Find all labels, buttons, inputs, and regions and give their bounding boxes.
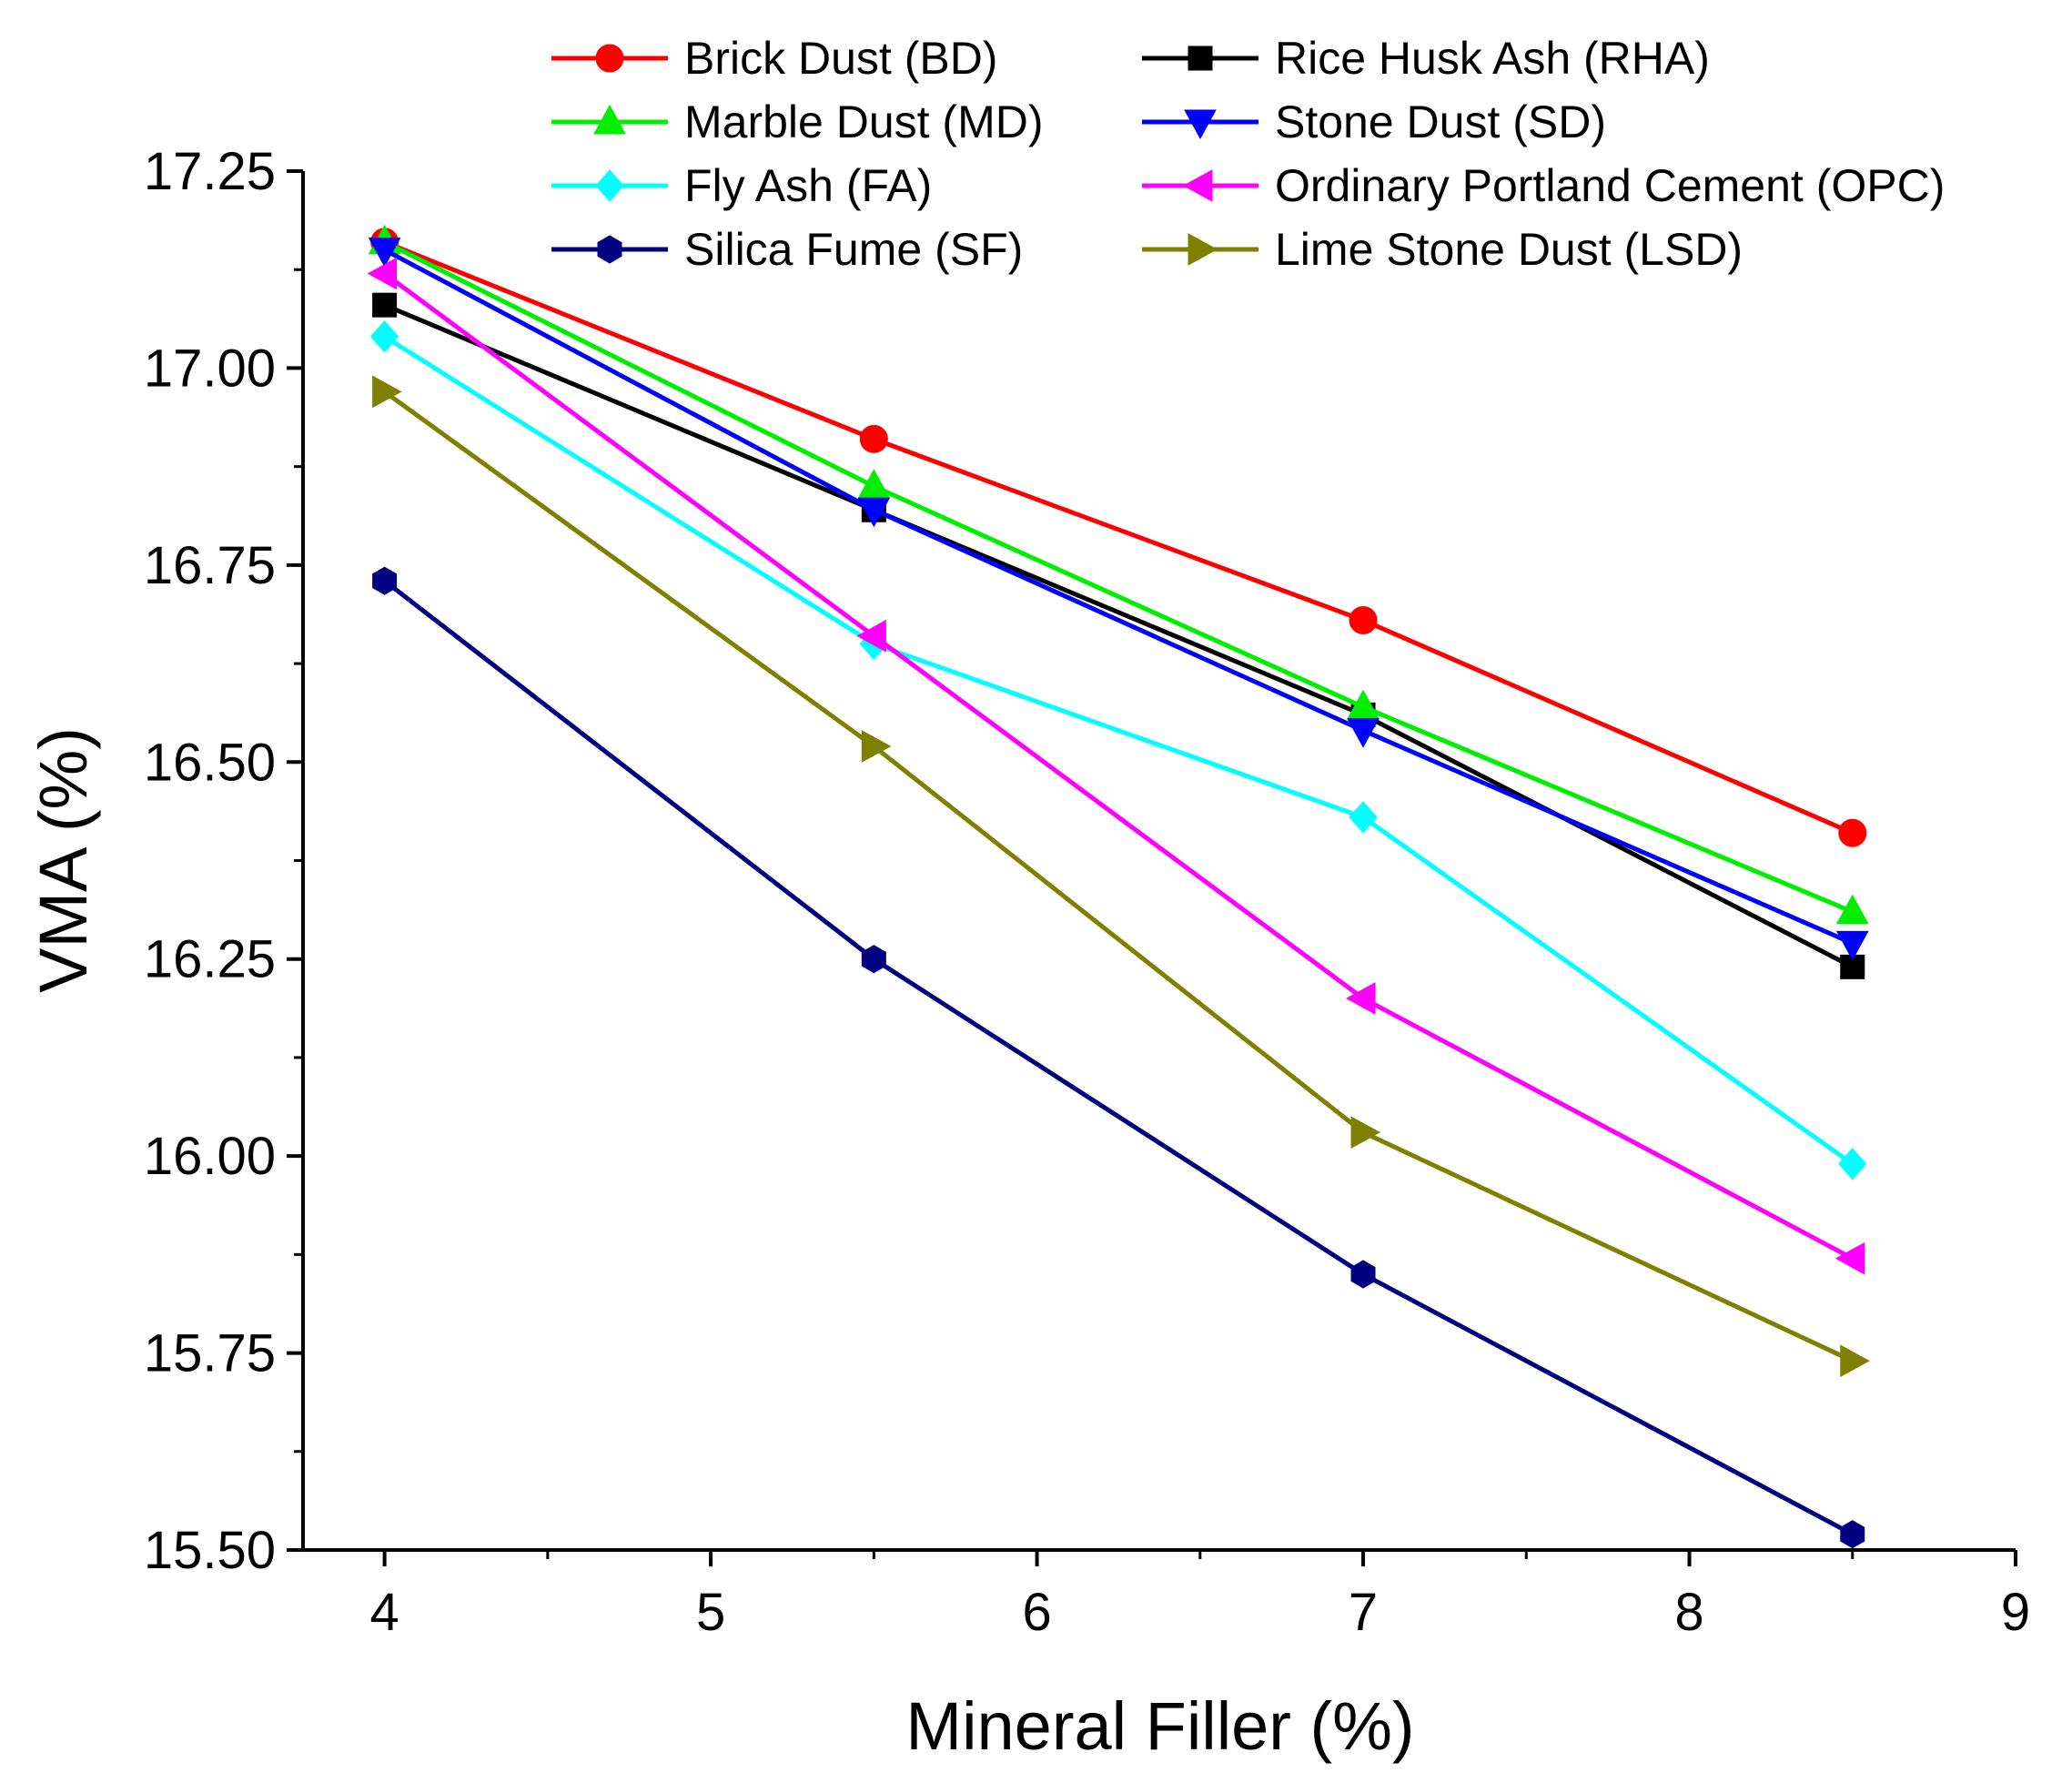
- legend-marker: [595, 169, 624, 202]
- series-line: [383, 239, 1854, 836]
- data-point: [1834, 1241, 1865, 1275]
- x-tick-label: 6: [1022, 1583, 1051, 1642]
- legend-label: Stone Dust (SD): [1275, 96, 1606, 147]
- legend-marker: [1182, 169, 1213, 202]
- x-axis-title: Mineral Filler (%): [905, 1688, 1414, 1764]
- y-axis-title: VMA (%): [25, 727, 101, 993]
- legend-item-fly-ash-fa: Fly Ash (FA): [551, 160, 932, 211]
- data-point: [861, 945, 886, 974]
- legend-item-silica-fume-sf: Silica Fume (SF): [551, 224, 1023, 275]
- series-line: [383, 334, 1855, 1166]
- data-point: [1835, 894, 1869, 925]
- x-tick-label: 8: [1674, 1583, 1703, 1642]
- y-tick-label: 15.75: [144, 1324, 276, 1383]
- y-tick-label: 17.25: [144, 142, 276, 201]
- data-point: [1349, 801, 1378, 834]
- x-ticks: 4 5 6 7 8 9: [369, 1550, 2030, 1642]
- y-tick-label: 15.50: [144, 1521, 276, 1580]
- series-brick-dust-bd: [370, 228, 1867, 847]
- series-lime-stone-dust-lsd: [372, 375, 1870, 1378]
- series-line: [383, 390, 1854, 1363]
- legend-label: Lime Stone Dust (LSD): [1275, 224, 1743, 275]
- legend: Brick Dust (BD) Rice Husk Ash (RHA) Marble…: [551, 33, 1945, 275]
- series-rice-husk-ash-rha: [372, 292, 1865, 979]
- legend-label: Fly Ash (FA): [684, 160, 932, 211]
- series-line: [383, 248, 1854, 946]
- legend-marker: [593, 104, 626, 135]
- y-ticks: 15.50 15.75 16.00 16.25 16.50 16.75 17.00 17.25: [144, 142, 303, 1580]
- series-line: [383, 579, 1854, 1536]
- x-tick-label: 4: [369, 1583, 399, 1642]
- data-point: [367, 257, 398, 290]
- data-point: [372, 292, 398, 318]
- legend-marker: [1188, 233, 1218, 266]
- legend-marker: [597, 235, 622, 264]
- data-point: [1350, 1116, 1381, 1150]
- data-point: [861, 730, 892, 763]
- legend-item-rice-husk-ash-rha: Rice Husk Ash (RHA): [1142, 33, 1710, 84]
- data-point: [372, 375, 402, 409]
- x-tick-label: 9: [2001, 1583, 2030, 1642]
- legend-marker: [595, 44, 624, 73]
- data-point: [857, 469, 891, 499]
- legend-label: Marble Dust (MD): [684, 96, 1043, 147]
- legend-item-lime-stone-dust-lsd: Lime Stone Dust (LSD): [1142, 224, 1743, 275]
- series-line: [383, 271, 1854, 1261]
- legend-item-ordinary-portland-cement-opc: Ordinary Portland Cement (OPC): [1142, 160, 1945, 211]
- x-tick-label: 7: [1349, 1583, 1378, 1642]
- data-point: [1835, 930, 1869, 961]
- data-point: [856, 619, 886, 653]
- data-point: [1350, 1260, 1376, 1289]
- legend-marker: [1184, 109, 1217, 140]
- series-ordinary-portland-cement-opc: [367, 257, 1865, 1275]
- data-point: [1840, 1344, 1870, 1378]
- data-point: [857, 497, 891, 528]
- legend-label: Rice Husk Ash (RHA): [1275, 33, 1710, 84]
- axes: 15.50 15.75 16.00 16.25 16.50 16.75 17.00 17.25…: [25, 142, 2030, 1764]
- series-line: [383, 239, 1854, 915]
- data-point: [1840, 1520, 1865, 1549]
- legend-item-marble-dust-md: Marble Dust (MD): [551, 96, 1043, 147]
- y-tick-label: 16.25: [144, 930, 276, 989]
- x-tick-label: 5: [696, 1583, 725, 1642]
- legend-marker: [1188, 46, 1213, 71]
- legend-label: Brick Dust (BD): [684, 33, 997, 84]
- plot-area: [367, 224, 1870, 1549]
- data-point: [1347, 718, 1380, 748]
- data-point: [859, 424, 888, 453]
- data-point: [1349, 605, 1378, 634]
- data-point: [1838, 818, 1867, 847]
- legend-label: Ordinary Portland Cement (OPC): [1275, 160, 1945, 211]
- series-stone-dust-sd: [368, 238, 1869, 961]
- series-silica-fume-sf: [372, 566, 1865, 1549]
- y-tick-label: 16.00: [144, 1127, 276, 1186]
- data-point: [369, 320, 399, 353]
- data-point: [1346, 982, 1376, 1015]
- legend-item-stone-dust-sd: Stone Dust (SD): [1142, 96, 1606, 147]
- data-point: [372, 566, 398, 595]
- data-point: [1838, 1148, 1867, 1180]
- legend-label: Silica Fume (SF): [684, 224, 1023, 275]
- y-tick-label: 16.75: [144, 536, 276, 595]
- y-tick-label: 17.00: [144, 339, 276, 398]
- series-fly-ash-fa: [369, 320, 1867, 1180]
- y-tick-label: 16.50: [144, 733, 276, 792]
- data-point: [368, 238, 401, 268]
- legend-item-brick-dust-bd: Brick Dust (BD): [551, 33, 997, 84]
- series-line: [383, 302, 1854, 969]
